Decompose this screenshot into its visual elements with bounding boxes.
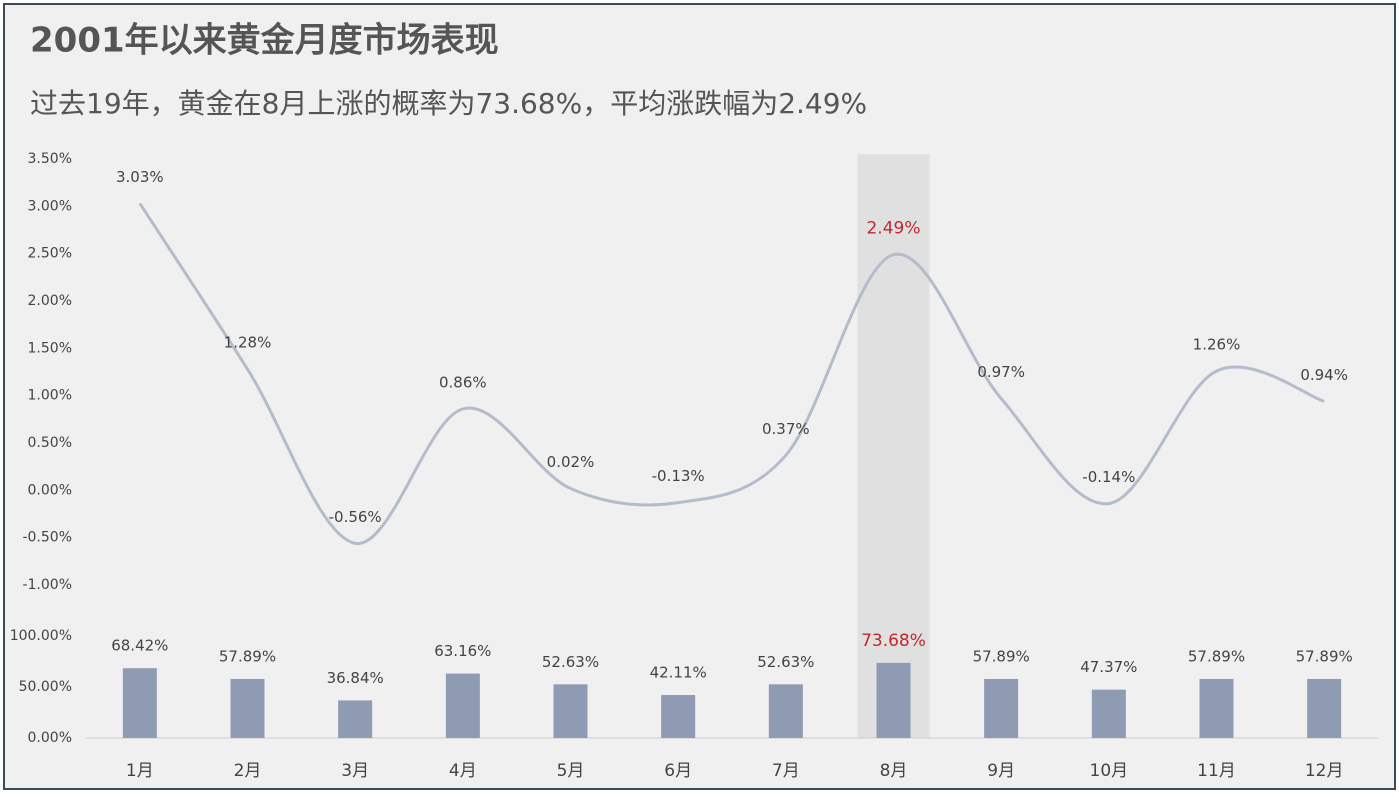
data-label: 0.97%	[977, 363, 1025, 381]
data-label: 52.63%	[542, 653, 599, 671]
bar	[1199, 678, 1234, 738]
x-tick-label: 4月	[449, 761, 477, 781]
y-tick-label: 50.00%	[19, 679, 72, 695]
data-label: 1.26%	[1193, 336, 1241, 354]
data-label: 63.16%	[434, 642, 491, 660]
data-label: -0.14%	[1082, 468, 1135, 486]
data-label: 0.02%	[547, 453, 595, 471]
x-tick-label: 11月	[1197, 761, 1236, 781]
y-tick-label: 0.00%	[28, 482, 72, 498]
data-label: 2.49%	[866, 219, 920, 239]
data-label: 57.89%	[1188, 647, 1245, 665]
y-tick-label: 0.00%	[28, 730, 72, 746]
x-tick-label: 8月	[880, 761, 908, 781]
data-label: 42.11%	[650, 664, 707, 682]
data-label: 0.94%	[1300, 366, 1348, 384]
y-tick-label: 2.00%	[28, 293, 72, 309]
y-tick-label: 1.00%	[28, 388, 72, 404]
bar	[553, 684, 588, 738]
data-label: 57.89%	[1296, 647, 1353, 665]
bar	[122, 668, 157, 738]
data-label: -0.13%	[652, 467, 705, 485]
data-label: 1.28%	[224, 334, 272, 352]
x-tick-label: 1月	[126, 761, 154, 781]
data-label: 0.37%	[762, 420, 810, 438]
frame	[3, 3, 1396, 790]
y-tick-label: 3.00%	[28, 198, 72, 214]
data-label: -0.56%	[329, 508, 382, 526]
data-label: 47.37%	[1080, 658, 1137, 676]
bar	[768, 684, 803, 738]
data-label: 57.89%	[219, 647, 276, 665]
x-tick-label: 12月	[1305, 761, 1344, 781]
data-label: 52.63%	[757, 653, 814, 671]
y-tick-label: -1.00%	[22, 577, 72, 593]
data-label: 36.84%	[327, 669, 384, 687]
bar	[230, 678, 265, 738]
chart-subtitle: 过去19年，黄金在8月上涨的概率为73.68%，平均涨跌幅为2.49%	[30, 87, 867, 120]
data-label: 0.86%	[439, 373, 487, 391]
x-tick-label: 3月	[341, 761, 369, 781]
x-tick-label: 7月	[772, 761, 800, 781]
x-tick-label: 9月	[987, 761, 1015, 781]
bar	[661, 695, 696, 738]
y-tick-label: -0.50%	[22, 530, 72, 546]
line	[138, 202, 1325, 545]
bar	[338, 700, 373, 738]
x-tick-label: 10月	[1090, 761, 1129, 781]
data-label: 3.03%	[116, 168, 164, 186]
data-label: 57.89%	[973, 647, 1030, 665]
y-tick-label: 3.50%	[28, 151, 72, 167]
y-tick-label: 0.50%	[28, 435, 72, 451]
bar	[445, 673, 480, 738]
data-label: 68.42%	[111, 637, 168, 655]
highlight-band	[857, 154, 930, 738]
y-tick-label: 1.50%	[28, 340, 72, 356]
x-tick-label: 5月	[557, 761, 585, 781]
bar	[984, 678, 1019, 738]
bar	[876, 662, 911, 738]
x-tick-label: 2月	[234, 761, 262, 781]
chart-title: 2001年以来黄金月度市场表现	[30, 21, 499, 61]
x-tick-label: 6月	[664, 761, 692, 781]
data-label: 73.68%	[861, 631, 926, 651]
bar	[1307, 678, 1342, 738]
y-tick-label: 100.00%	[10, 628, 72, 644]
bar	[1091, 689, 1126, 738]
y-tick-label: 2.50%	[28, 246, 72, 262]
